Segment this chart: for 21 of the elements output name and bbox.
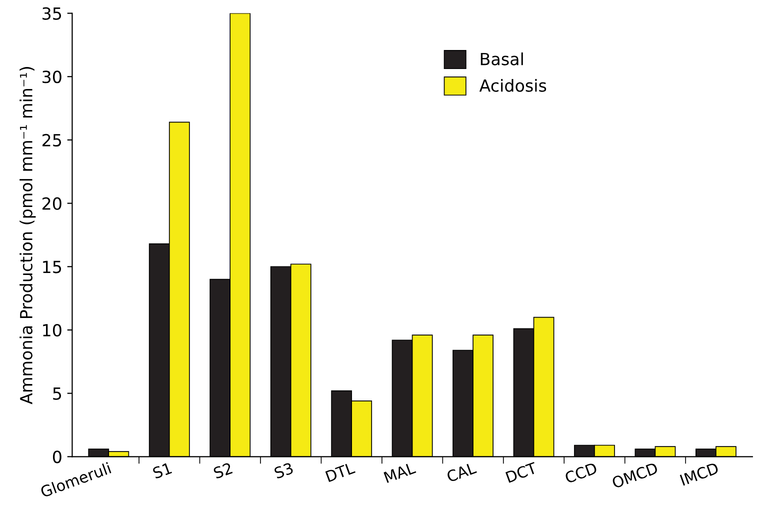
legend-label: Basal [480,52,523,66]
x-tick-label: IMCD [680,462,720,486]
y-tick-label: 15 [43,260,62,274]
y-tick-label: 5 [53,388,62,400]
y-tick-label: 0 [52,450,62,464]
x-tick-label: DCT [505,462,538,483]
x-tick-label: S1 [152,462,172,479]
y-tick-label: 20 [42,197,62,210]
x-tick-label: DTL [325,462,356,482]
x-tick-label: S3 [274,462,294,479]
y-tick-label: 10 [43,324,62,337]
legend-label: Acidosis [479,78,546,92]
y-tick-label: 30 [42,70,62,84]
y-tick-label: 35 [42,7,62,20]
y-tick-label: 25 [42,134,62,147]
x-tick-label: OMCD [611,462,658,489]
x-tick-label: MAL [384,462,416,483]
x-tick-label: S2 [212,462,233,479]
x-tick-label: CCD [564,462,598,484]
x-tick-label: CAL [446,462,477,482]
y-axis-title: Ammonia Production (pmol mm⁻¹ min⁻¹) [20,66,36,404]
